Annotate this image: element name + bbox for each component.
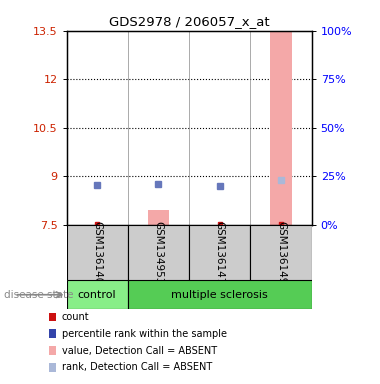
- Text: count: count: [62, 312, 89, 322]
- Title: GDS2978 / 206057_x_at: GDS2978 / 206057_x_at: [109, 15, 269, 28]
- Text: value, Detection Call = ABSENT: value, Detection Call = ABSENT: [62, 346, 217, 356]
- Text: control: control: [78, 290, 116, 300]
- Text: GSM134953: GSM134953: [154, 221, 163, 284]
- Bar: [250, 225, 312, 280]
- Bar: [189, 225, 250, 280]
- Bar: [66, 280, 128, 309]
- Text: GSM136149: GSM136149: [276, 221, 286, 284]
- Text: disease state: disease state: [4, 290, 73, 300]
- Bar: [270, 31, 292, 225]
- Text: GSM136140: GSM136140: [92, 221, 102, 284]
- Text: percentile rank within the sample: percentile rank within the sample: [62, 329, 227, 339]
- Text: GSM136147: GSM136147: [215, 221, 225, 284]
- Bar: [128, 225, 189, 280]
- Bar: [66, 225, 128, 280]
- Text: multiple sclerosis: multiple sclerosis: [171, 290, 268, 300]
- Bar: [148, 210, 169, 225]
- Bar: [128, 280, 312, 309]
- Text: rank, Detection Call = ABSENT: rank, Detection Call = ABSENT: [62, 362, 212, 372]
